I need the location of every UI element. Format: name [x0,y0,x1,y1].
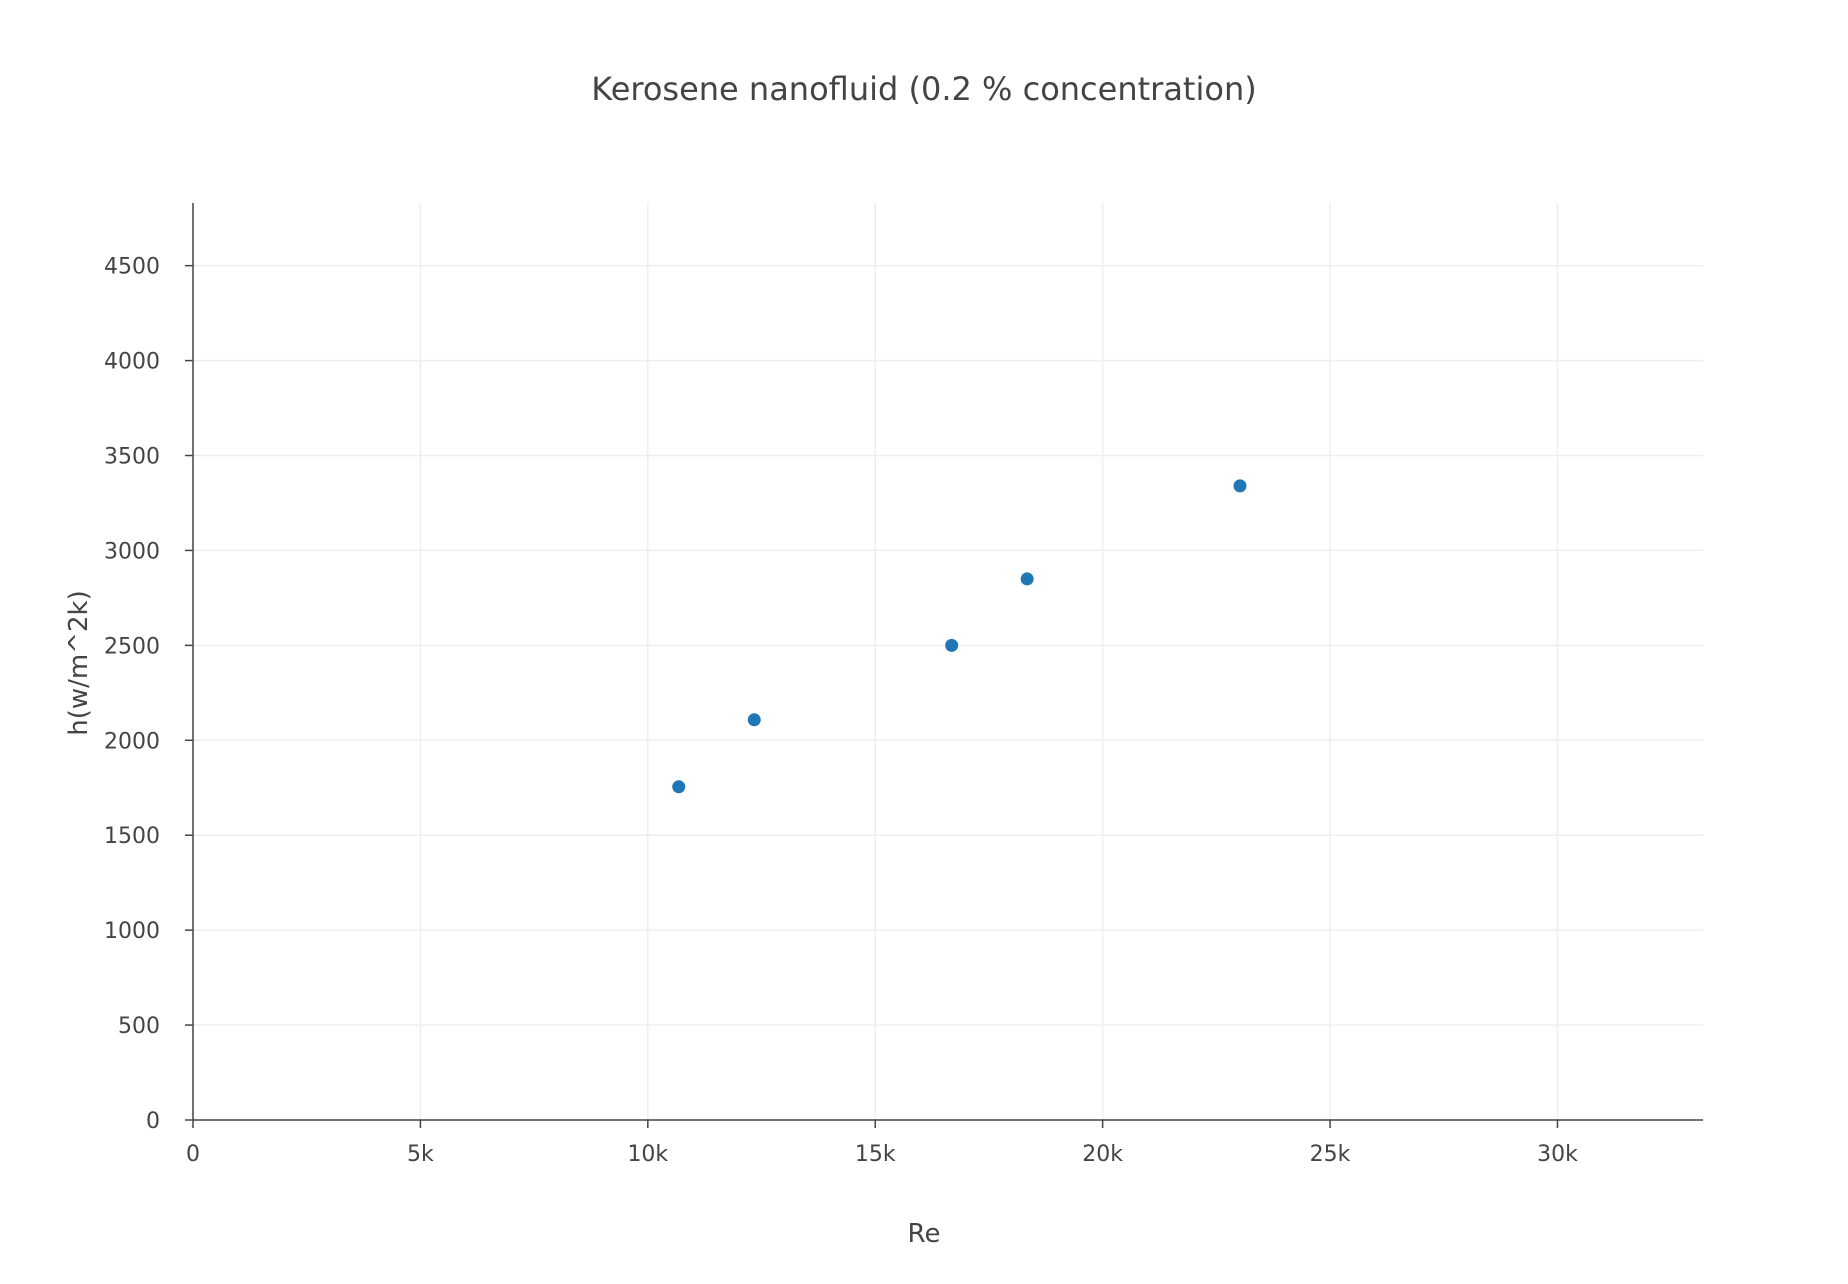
x-tick-label: 5k [407,1142,434,1167]
y-gridlines [193,264,1703,1026]
x-axis-title: Re [908,1219,941,1249]
y-tick-label: 500 [118,1014,160,1039]
y-tick-label: 3500 [104,445,160,470]
x-tick-label: 10k [627,1142,668,1167]
x-tick-label: 25k [1310,1142,1351,1167]
data-point [1020,572,1034,586]
y-tick-label: 4500 [104,255,160,280]
data-point [945,638,959,652]
data-points [672,479,1247,794]
x-gridlines [419,203,1559,1120]
y-tick-label: 3000 [104,539,160,564]
chart-title: Kerosene nanofluid (0.2 % concentration) [591,70,1256,108]
y-axis-ticks: 0 500 1000 1500 2000 2500 3000 3500 4000 4500 [104,255,193,1134]
y-tick-label: 2000 [104,729,160,754]
data-point [747,713,761,727]
y-axis-title: h(w/m^2k) [64,590,94,736]
x-axis-ticks: 0 5k 10k 15k 20k 25k 30k [186,1120,1578,1167]
y-tick-label: 4000 [104,350,160,375]
x-tick-label: 0 [186,1142,200,1167]
data-point [672,780,686,794]
y-tick-label: 0 [146,1109,160,1134]
y-tick-label: 2500 [104,634,160,659]
data-point [1233,479,1247,493]
y-tick-label: 1500 [104,824,160,849]
x-tick-label: 15k [855,1142,896,1167]
x-tick-label: 30k [1537,1142,1578,1167]
y-tick-label: 1000 [104,919,160,944]
x-tick-label: 20k [1082,1142,1123,1167]
